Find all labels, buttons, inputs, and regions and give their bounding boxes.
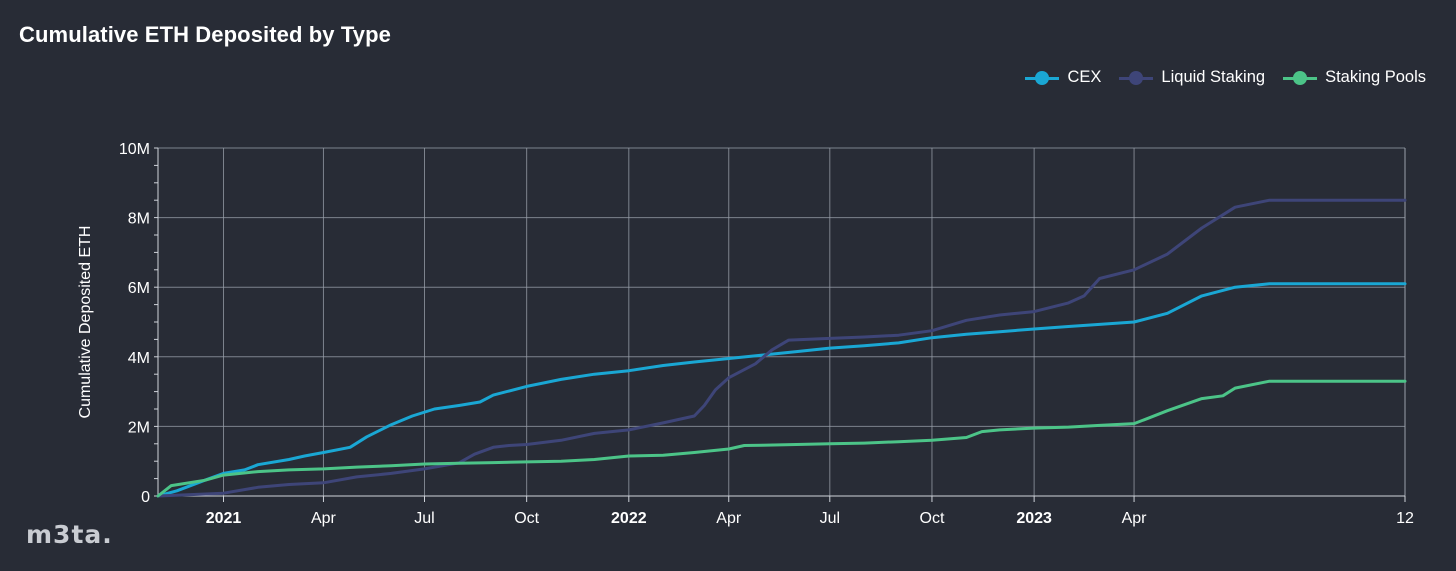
y-axis-label: Cumulative Deposited ETH [77,226,94,419]
series-line-cex [156,282,1407,498]
axes: 0 2M 4M 6M 8M 10M 2021 Apr Jul Oct 2022 Apr Jul Oct 20… [119,141,1414,527]
x-tick-label: 2023 [1016,510,1052,527]
legend-swatch-liquid-staking [1119,70,1154,85]
series-line-liquid-staking [156,198,1407,498]
legend-swatch-staking-pools [1283,70,1318,85]
series-lines [156,198,1407,498]
legend-label-cex: CEX [1067,68,1102,86]
x-tick-label: 2022 [611,510,647,527]
legend-label-staking-pools: Staking Pools [1325,68,1426,86]
brand-logo: m3ta. [26,520,113,549]
legend-label-liquid-staking: Liquid Staking [1161,68,1266,86]
x-tick-label: Oct [920,510,945,527]
x-tick-label: 2021 [206,510,242,527]
x-tick-label: Apr [311,510,337,527]
y-tick-label: 6M [128,280,150,297]
series-line-staking-pools [156,379,1407,498]
legend-item-liquid-staking[interactable]: Liquid Staking [1119,68,1265,87]
y-tick-label: 10M [119,141,150,158]
y-tick-label: 2M [128,419,150,436]
x-tick-label: Oct [514,510,539,527]
y-tick-label: 4M [128,350,150,367]
y-tick-label: 0 [141,489,150,506]
x-tick-label: 12 [1396,510,1414,527]
x-tick-label: Apr [1122,510,1148,527]
legend-item-cex[interactable]: CEX [1025,68,1101,87]
legend-swatch-cex [1025,70,1060,85]
legend: CEX Liquid Staking Staking Pools [1025,68,1426,87]
chart-title: Cumulative ETH Deposited by Type [19,22,391,47]
x-tick-label: Jul [820,510,840,527]
legend-item-staking-pools[interactable]: Staking Pools [1283,68,1426,87]
x-tick-label: Jul [414,510,434,527]
x-tick-label: Apr [716,510,742,527]
y-tick-label: 8M [128,211,150,228]
